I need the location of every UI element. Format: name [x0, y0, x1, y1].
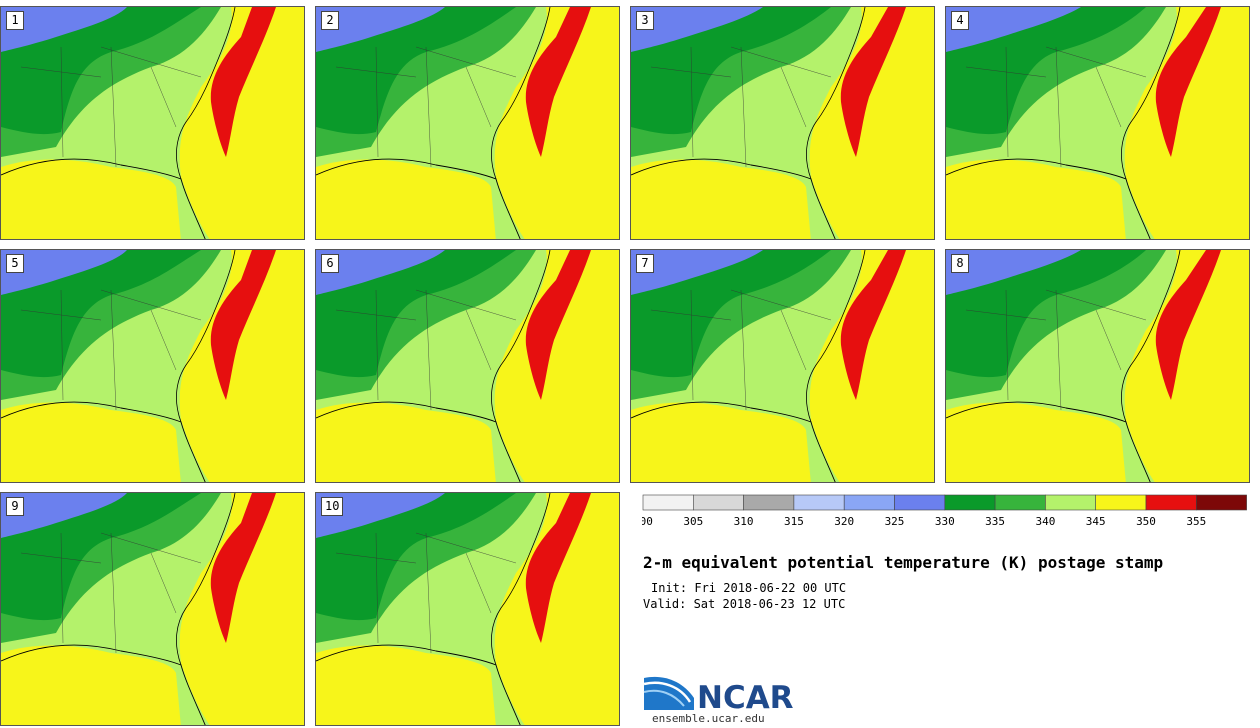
colorbar-tick-label: 315	[784, 515, 804, 528]
colorbar-tick-label: 345	[1086, 515, 1106, 528]
colorbar-swatch	[994, 494, 1046, 511]
ensemble-member-panel: 10	[315, 492, 620, 726]
map-field-svg	[316, 250, 619, 482]
map-image	[946, 7, 1249, 239]
member-number: 1	[6, 11, 24, 30]
figure-title: 2-m equivalent potential temperature (K)…	[643, 553, 1164, 572]
colorbar-tick-label: 310	[734, 515, 754, 528]
map-field-svg	[946, 7, 1249, 239]
member-number: 4	[951, 11, 969, 30]
member-number: 6	[321, 254, 339, 273]
ncar-logo-icon	[643, 676, 694, 710]
colorbar-tick-label: 300	[642, 515, 653, 528]
map-field-svg	[1, 7, 304, 239]
colorbar-swatch	[1145, 494, 1197, 511]
colorbar-tick-label: 335	[985, 515, 1005, 528]
colorbar-swatch	[894, 494, 946, 511]
ensemble-member-panel: 8	[945, 249, 1250, 483]
map-image	[631, 7, 934, 239]
map-image	[631, 250, 934, 482]
map-image	[316, 7, 619, 239]
colorbar-swatch	[743, 494, 795, 511]
map-field-svg	[1, 250, 304, 482]
ensemble-member-panel: 2	[315, 6, 620, 240]
map-field-svg	[316, 7, 619, 239]
colorbar-tick-label: 355	[1186, 515, 1206, 528]
member-number: 8	[951, 254, 969, 273]
map-image	[316, 493, 619, 725]
map-field-svg	[631, 7, 934, 239]
colorbar-swatch	[793, 494, 845, 511]
member-number: 9	[6, 497, 24, 516]
site-url: ensemble.ucar.edu	[652, 712, 765, 725]
colorbar-tick-label: 320	[834, 515, 854, 528]
colorbar-swatch	[843, 494, 895, 511]
colorbar-swatch	[1095, 494, 1147, 511]
colorbar: 300 305 310 315 320 325 330 335 340 345 350 355	[642, 494, 1247, 528]
colorbar-swatch	[1195, 494, 1247, 511]
valid-time: Valid: Sat 2018-06-23 12 UTC	[643, 597, 846, 611]
ensemble-member-panel: 3	[630, 6, 935, 240]
ensemble-member-panel: 4	[945, 6, 1250, 240]
member-number: 7	[636, 254, 654, 273]
member-number: 3	[636, 11, 654, 30]
colorbar-swatch	[692, 494, 744, 511]
map-field-svg	[631, 250, 934, 482]
logo-text: NCAR	[697, 680, 794, 716]
ensemble-member-panel: 6	[315, 249, 620, 483]
map-field-svg	[1, 493, 304, 725]
colorbar-tick-label: 330	[935, 515, 955, 528]
map-field-svg	[946, 250, 1249, 482]
colorbar-swatch	[642, 494, 694, 511]
init-time: Init: Fri 2018-06-22 00 UTC	[651, 581, 847, 595]
ensemble-member-panel: 1	[0, 6, 305, 240]
colorbar-tick-label: 340	[1035, 515, 1055, 528]
map-image	[1, 7, 304, 239]
map-image	[946, 250, 1249, 482]
map-image	[1, 250, 304, 482]
colorbar-swatch	[1045, 494, 1096, 511]
ensemble-member-panel: 9	[0, 492, 305, 726]
map-image	[316, 250, 619, 482]
colorbar-tick-label: 325	[885, 515, 905, 528]
member-number: 10	[321, 497, 344, 516]
map-image	[1, 493, 304, 725]
ensemble-member-panel: 5	[0, 249, 305, 483]
member-number: 5	[6, 254, 24, 273]
colorbar-swatch	[944, 494, 996, 511]
map-field-svg	[316, 493, 619, 725]
colorbar-tick-label: 350	[1136, 515, 1156, 528]
ensemble-member-panel: 7	[630, 249, 935, 483]
member-number: 2	[321, 11, 339, 30]
colorbar-tick-label: 305	[683, 515, 703, 528]
